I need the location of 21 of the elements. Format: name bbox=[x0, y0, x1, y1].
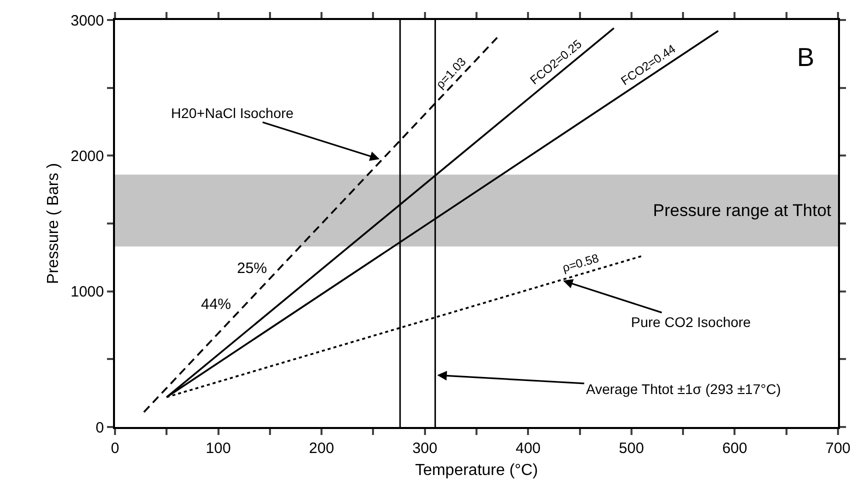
x-tick-label: 300 bbox=[412, 440, 438, 457]
y-tick-label: 3000 bbox=[70, 12, 104, 30]
x-axis-title: Temperature (°C) bbox=[415, 462, 538, 480]
x-tick-label: 500 bbox=[618, 440, 644, 457]
annotation: Average Thtot ±1σ (293 ±17°C) bbox=[586, 381, 781, 397]
x-tick-label: 0 bbox=[110, 440, 120, 457]
y-axis-title: Pressure ( Bars ) bbox=[45, 163, 62, 284]
y-tick-label: 0 bbox=[96, 419, 104, 436]
annotation: H20+NaCl Isochore bbox=[171, 105, 294, 121]
annotation: 25% bbox=[237, 260, 268, 277]
annotation: Pure CO2 Isochore bbox=[631, 314, 752, 330]
x-tick-label: 700 bbox=[825, 440, 851, 457]
y-tick-label: 1000 bbox=[70, 284, 104, 301]
annotation: B bbox=[797, 42, 814, 72]
x-tick-label: 200 bbox=[309, 440, 334, 457]
annotation: 44% bbox=[201, 296, 232, 313]
x-tick-label: 100 bbox=[206, 440, 231, 457]
band-label: Pressure range at Thtot bbox=[653, 201, 832, 220]
x-tick-label: 400 bbox=[516, 440, 541, 457]
y-tick-label: 2000 bbox=[70, 148, 104, 165]
x-tick-label: 600 bbox=[722, 440, 748, 457]
